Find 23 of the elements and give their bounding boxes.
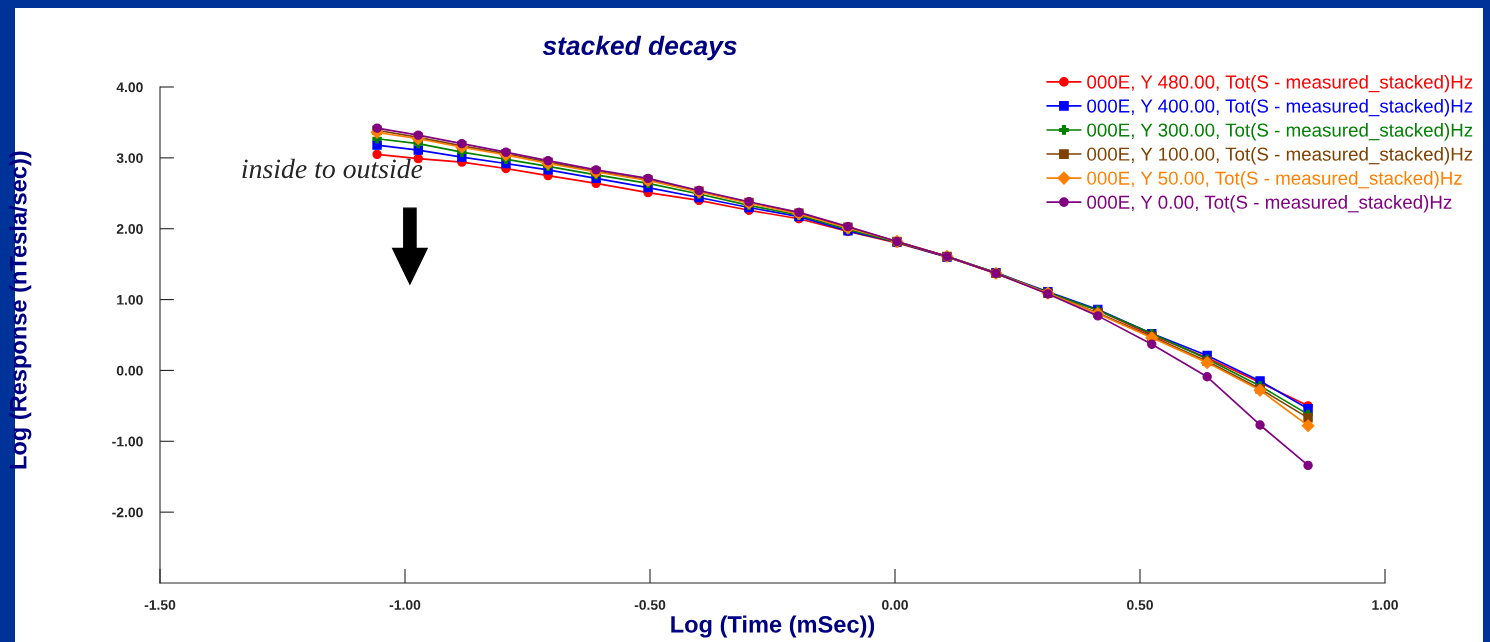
- chart-title: stacked decays: [542, 35, 737, 61]
- legend-label: 000E, Y 50.00, Tot(S - measured_stacked)Hz: [1087, 171, 1462, 189]
- y-tick-label: 0.00: [116, 365, 143, 376]
- legend-label: 000E, Y 100.00, Tot(S - measured_stacked)Hz: [1087, 147, 1473, 165]
- annotation: inside to outside: [242, 158, 423, 179]
- y-tick-label: -1.00: [112, 436, 143, 447]
- y-axis-title: Log (Response (nTesla/sec)): [9, 151, 32, 469]
- x-tick-label: -1.50: [144, 600, 176, 610]
- legend-label: 000E, Y 0.00, Tot(S - measured_stacked)Hz: [1087, 195, 1452, 213]
- legend-label: 000E, Y 480.00, Tot(S - measured_stacked)Hz: [1087, 74, 1473, 93]
- x-axis-title: Log (Time (mSec)): [671, 615, 875, 638]
- legend-label: 000E, Y 300.00, Tot(S - measured_stacked)Hz: [1087, 122, 1473, 141]
- y-tick-label: 1.00: [117, 294, 143, 305]
- y-tick-label: 2.00: [116, 224, 143, 234]
- y-tick-label: 4.00: [116, 82, 143, 93]
- x-tick-label: -1.00: [389, 600, 421, 610]
- x-tick-label: 0.50: [1127, 600, 1153, 610]
- x-tick-label: -0.50: [634, 600, 666, 610]
- x-tick-label: 1.00: [1372, 600, 1398, 610]
- y-tick-label: 3.00: [116, 153, 143, 164]
- x-tick-label: 0.00: [882, 600, 908, 610]
- y-tick-label: -2.00: [112, 507, 143, 518]
- legend-label: 000E, Y 400.00, Tot(S - measured_stacked)Hz: [1087, 98, 1473, 117]
